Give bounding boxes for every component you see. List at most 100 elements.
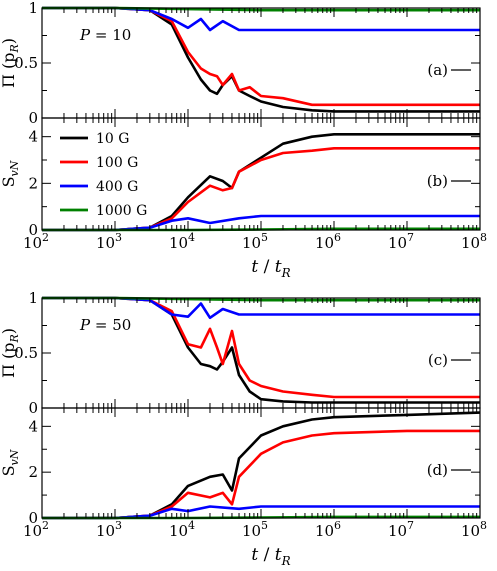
x-tick-exponent: 4 (188, 519, 195, 532)
x-tick-exponent: 4 (188, 231, 195, 244)
y-tick-label: 0.5 (14, 54, 38, 72)
annotation-value: = 50 (90, 316, 131, 334)
x-tick-label: 102 (23, 519, 49, 540)
legend-label: 100 G (96, 155, 138, 171)
x-label-sep: / (258, 545, 275, 565)
x-ticks (41, 408, 481, 518)
x-label-t: t (251, 257, 258, 277)
x-tick-label: 104 (169, 519, 195, 540)
panel-tag: (a) (427, 61, 448, 79)
x-tick-exponent: 8 (480, 519, 487, 532)
y-ticks: 0 2 4 (28, 417, 480, 527)
x-ticks (41, 298, 481, 408)
x-tick-label: 107 (388, 519, 414, 540)
x-tick-label: 107 (388, 231, 414, 252)
x-label-t: t (251, 545, 258, 565)
x-tick-base: 10 (242, 522, 261, 540)
y-tick-label: 1 (28, 289, 38, 307)
y-tick-label: 4 (28, 417, 38, 435)
y-ticks: 0 2 4 (28, 128, 480, 239)
x-tick-exponent: 2 (42, 519, 49, 532)
x-tick-exponent: 2 (42, 231, 49, 244)
x-tick-label: 102 (23, 231, 49, 252)
x-tick-base: 10 (169, 522, 188, 540)
x-tick-label: 104 (169, 231, 195, 252)
x-tick-exponent: 3 (115, 519, 122, 532)
x-tick-base: 10 (315, 234, 334, 252)
y-label-close: ) (0, 328, 18, 334)
series-line-100g (42, 429, 480, 520)
x-tick-base: 10 (96, 234, 115, 252)
x-tick-base: 10 (169, 234, 188, 252)
x-tick-base: 10 (461, 522, 480, 540)
x-tick-label: 108 (461, 519, 487, 540)
y-axis-label: Π (pR) (0, 38, 21, 88)
legend-label: 400 G (96, 179, 138, 195)
y-axis-label: SvN (0, 449, 21, 476)
y-label-sub: R (8, 334, 21, 343)
x-label-sub: R (281, 554, 291, 568)
x-tick-exponent: 5 (261, 519, 268, 532)
x-tick-exponent: 5 (261, 231, 268, 244)
x-tick-base: 10 (388, 522, 407, 540)
x-label-sep: / (258, 257, 275, 277)
panel-tag: (b) (427, 172, 448, 190)
x-tick-exponent: 7 (407, 519, 414, 532)
series-line-100g (42, 6, 480, 107)
y-label-close: ) (0, 38, 18, 44)
panel-a: 00.51Π (pR) (a) P = 10 (0, 0, 481, 127)
y-axis-label: Π (pR) (0, 328, 21, 378)
x-tick-base: 10 (23, 522, 42, 540)
y-label-sub: vN (8, 160, 21, 176)
y-tick-label: 2 (28, 463, 38, 481)
x-tick-label: 105 (242, 231, 268, 252)
y-axis-label: SvN (0, 160, 21, 187)
annotation-value: = 10 (90, 26, 131, 44)
x-tick-exponent: 8 (480, 231, 487, 244)
x-ticks (41, 8, 481, 118)
y-tick-label: 0 (28, 509, 38, 527)
x-label-sub: R (281, 266, 291, 280)
y-tick-label: 0 (28, 399, 38, 417)
y-label-main: S (0, 176, 18, 187)
x-tick-base: 10 (96, 522, 115, 540)
y-tick-label: 0 (28, 221, 38, 239)
annotation-symbol: P (79, 316, 91, 334)
x-tick-base: 10 (461, 234, 480, 252)
x-tick-labels: 102 103 104 105 106 107 108 (23, 519, 487, 540)
y-tick-label: 2 (28, 174, 38, 192)
y-label-sub: vN (8, 449, 21, 465)
y-tick-label: 0.5 (14, 344, 38, 362)
y-tick-label: 1 (28, 0, 38, 17)
y-label-main: Π (p (0, 53, 18, 89)
y-label-sub: R (8, 44, 21, 53)
panel-c: 00.51Π (pR)(c)P = 50 (0, 289, 481, 417)
x-tick-exponent: 6 (334, 519, 341, 532)
x-tick-base: 10 (315, 522, 334, 540)
x-axis-label: t / tR (251, 545, 290, 568)
x-label-tr: t (275, 257, 282, 277)
x-tick-base: 10 (388, 234, 407, 252)
legend-label: 1000 G (96, 203, 147, 219)
y-label-main: S (0, 465, 18, 476)
x-tick-label: 106 (315, 231, 341, 252)
series-line-400g (42, 296, 480, 320)
legend-label: 10 G (96, 131, 129, 147)
x-tick-labels: 102 103 104 105 106 107 108 (23, 231, 487, 252)
x-tick-label: 105 (242, 519, 268, 540)
x-tick-label: 106 (315, 519, 341, 540)
parameter-annotation: P = 50 (79, 316, 131, 334)
y-ticks: 00.51 (14, 0, 480, 127)
plot-frame (41, 407, 481, 519)
x-tick-exponent: 6 (334, 231, 341, 244)
x-tick-base: 10 (23, 234, 42, 252)
x-label-tr: t (275, 545, 282, 565)
parameter-annotation: P = 10 (79, 26, 131, 44)
annotation-symbol: P (79, 26, 91, 44)
x-tick-exponent: 7 (407, 231, 414, 244)
series-line-10g (42, 411, 481, 520)
